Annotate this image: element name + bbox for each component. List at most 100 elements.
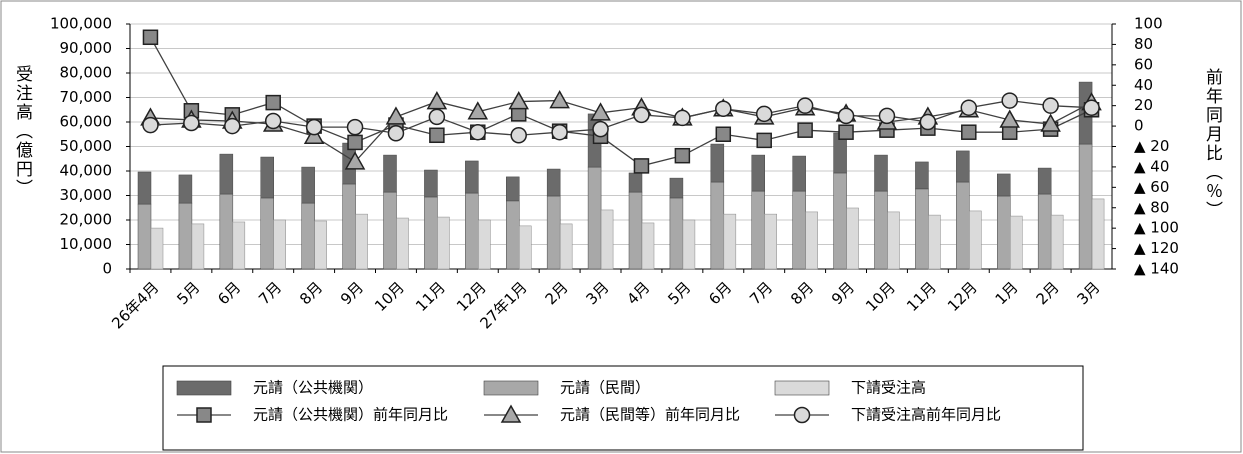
bar: [997, 195, 1011, 270]
marker: [142, 29, 159, 46]
marker: [224, 117, 241, 135]
y-axis-label: 受注高（億円）: [12, 65, 33, 198]
bar: [969, 210, 982, 270]
y-tick-label: 80,000: [60, 64, 113, 82]
legend-label: 元請（公共機関）前年同月比: [253, 406, 448, 424]
bar: [805, 211, 818, 270]
y-tick-label: 100,000: [50, 15, 112, 33]
marker: [999, 109, 1020, 128]
bar: [1010, 215, 1023, 270]
marker: [387, 124, 405, 142]
y-tick-label: 40,000: [60, 162, 113, 180]
bar: [383, 191, 397, 270]
y2-tick-label: ▲ 140: [1134, 260, 1179, 278]
marker: [510, 127, 527, 144]
bar: [792, 190, 806, 270]
bar: [137, 171, 152, 205]
bar: [710, 181, 725, 270]
bar: [628, 172, 643, 193]
y2-tick-label: 40: [1134, 76, 1153, 94]
bar: [546, 195, 561, 270]
y-tick-label: 20,000: [60, 211, 113, 229]
legend-label: 元請（公共機関）: [253, 379, 373, 397]
legend-box: [162, 365, 1084, 451]
y-tick-label: 60,000: [60, 113, 113, 131]
y2-tick-label: ▲ 20: [1134, 137, 1169, 155]
marker: [919, 113, 937, 131]
bar: [915, 161, 929, 190]
bar: [669, 177, 684, 199]
bar: [301, 202, 315, 270]
legend-label: 元請（民間）: [560, 379, 650, 397]
bar: [519, 225, 532, 270]
bar: [437, 216, 450, 270]
legend-label: 元請（民間等）前年同月比: [560, 406, 740, 424]
bar: [874, 190, 888, 270]
bar: [355, 213, 368, 270]
bar: [997, 173, 1011, 197]
bar: [396, 217, 409, 270]
bar: [273, 219, 286, 270]
marker: [385, 106, 407, 125]
y2-tick-label: ▲ 40: [1134, 157, 1169, 175]
bar: [424, 196, 438, 270]
bar: [219, 153, 234, 195]
marker: [1042, 97, 1059, 114]
marker: [590, 102, 611, 121]
marker: [1083, 99, 1100, 116]
marker: [715, 126, 732, 142]
bar: [178, 174, 193, 204]
legend-marker: [500, 404, 522, 423]
legend-swatch: [176, 380, 232, 396]
bar: [833, 172, 847, 270]
bar: [478, 219, 491, 270]
marker: [426, 91, 448, 110]
marker: [796, 97, 814, 114]
marker: [756, 132, 772, 149]
y2-axis-label: 前年同月比（％）: [1202, 68, 1223, 220]
marker: [183, 114, 200, 132]
bar: [792, 155, 806, 192]
bar: [751, 190, 765, 270]
marker: [429, 127, 445, 144]
bar: [506, 200, 520, 270]
bar: [1037, 167, 1052, 195]
bar: [1091, 198, 1105, 270]
bar: [764, 213, 777, 270]
y2-tick-label: ▲ 100: [1134, 219, 1179, 237]
marker: [347, 134, 363, 151]
bar: [887, 211, 900, 270]
marker: [961, 124, 977, 140]
bar: [301, 166, 315, 204]
marker: [1001, 92, 1018, 109]
marker: [549, 90, 570, 109]
bar: [751, 154, 765, 192]
bar: [710, 143, 725, 183]
y-tick-label: 10,000: [60, 235, 113, 253]
marker: [674, 147, 691, 164]
marker: [344, 151, 366, 170]
bar: [314, 220, 327, 270]
bar: [1050, 214, 1064, 270]
bar: [928, 214, 941, 270]
bar: [559, 223, 573, 270]
marker: [551, 123, 568, 141]
y2-tick-label: 0: [1134, 117, 1144, 135]
bar: [628, 191, 643, 270]
marker: [837, 107, 855, 125]
y2-tick-label: 20: [1134, 96, 1153, 114]
bar: [424, 169, 438, 198]
bar: [219, 193, 234, 270]
marker: [508, 91, 529, 110]
legend-marker: [196, 407, 212, 423]
bar: [506, 176, 520, 202]
bar: [641, 222, 655, 270]
y-tick-label: 70,000: [60, 88, 113, 106]
y2-tick-label: ▲ 60: [1134, 178, 1169, 196]
marker: [878, 107, 896, 125]
marker: [960, 99, 978, 116]
bar: [178, 202, 193, 270]
marker: [264, 112, 282, 130]
bar: [587, 166, 602, 270]
